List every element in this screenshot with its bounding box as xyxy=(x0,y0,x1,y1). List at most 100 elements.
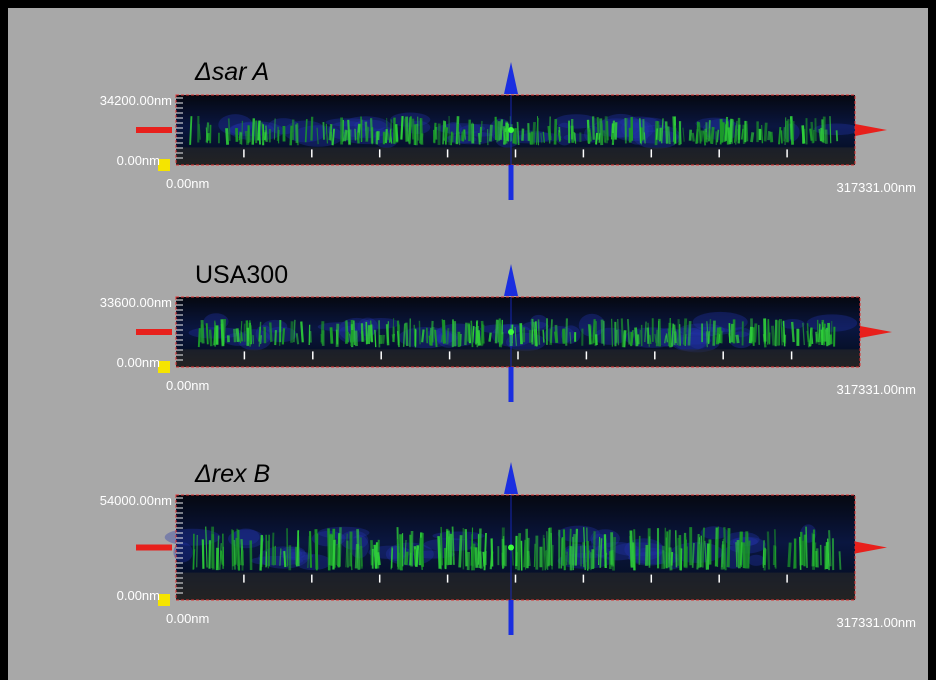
green-signal xyxy=(573,131,576,141)
green-signal xyxy=(597,536,601,566)
green-signal xyxy=(234,537,238,565)
green-signal xyxy=(806,330,810,343)
green-signal xyxy=(428,335,433,346)
green-signal xyxy=(310,116,314,141)
green-signal xyxy=(471,543,476,571)
green-signal xyxy=(225,128,230,145)
green-signal xyxy=(201,539,205,569)
green-signal xyxy=(442,120,445,145)
green-signal xyxy=(726,528,731,568)
green-signal xyxy=(395,124,399,142)
green-signal xyxy=(416,116,419,141)
green-signal xyxy=(477,132,481,145)
green-signal xyxy=(219,543,222,570)
green-signal xyxy=(235,328,240,343)
green-signal xyxy=(514,326,517,346)
green-signal xyxy=(723,527,727,571)
green-signal xyxy=(205,323,209,345)
green-signal xyxy=(257,120,261,141)
green-signal xyxy=(458,131,461,146)
green-signal xyxy=(537,319,541,345)
green-signal xyxy=(478,551,483,569)
green-signal xyxy=(387,132,390,140)
green-signal xyxy=(542,329,545,343)
x-max-label: 317331.00nm xyxy=(836,615,916,630)
green-signal xyxy=(497,121,501,141)
green-signal xyxy=(474,547,479,568)
green-signal xyxy=(595,132,598,145)
green-signal xyxy=(600,319,605,344)
green-signal xyxy=(293,319,296,343)
green-signal xyxy=(408,116,412,145)
green-signal xyxy=(737,124,741,144)
green-signal xyxy=(517,533,522,571)
x-max-label: 317331.00nm xyxy=(836,180,916,195)
green-signal xyxy=(720,122,725,143)
green-signal xyxy=(735,334,740,344)
green-signal xyxy=(261,122,264,143)
green-signal xyxy=(598,133,601,143)
green-signal xyxy=(622,330,627,348)
y-min-label: 0.00nm xyxy=(117,588,160,603)
green-signal xyxy=(389,119,393,143)
green-signal xyxy=(660,118,664,144)
green-signal xyxy=(531,121,536,145)
green-signal xyxy=(760,124,764,144)
green-signal xyxy=(673,125,676,146)
green-signal xyxy=(658,127,663,142)
green-signal xyxy=(335,544,339,566)
green-signal xyxy=(381,334,385,344)
green-signal xyxy=(405,322,409,347)
green-signal xyxy=(192,549,196,570)
blue-marker xyxy=(504,264,518,296)
green-signal xyxy=(828,530,832,567)
green-signal xyxy=(574,132,577,144)
green-signal xyxy=(781,326,784,342)
green-signal xyxy=(461,129,466,142)
green-signal xyxy=(547,125,552,141)
green-signal xyxy=(674,530,678,568)
green-signal xyxy=(419,118,424,145)
green-signal xyxy=(720,544,725,570)
green-signal xyxy=(335,329,339,345)
green-signal xyxy=(763,122,768,142)
green-signal xyxy=(710,126,715,145)
green-signal xyxy=(791,321,795,343)
green-signal xyxy=(316,127,319,145)
blue-signal xyxy=(325,118,369,127)
blue-signal xyxy=(285,551,314,561)
green-signal xyxy=(705,331,708,348)
green-signal xyxy=(540,132,543,144)
green-signal xyxy=(664,335,667,344)
green-signal xyxy=(483,532,487,571)
green-signal xyxy=(415,123,419,146)
green-signal xyxy=(545,550,548,568)
green-signal xyxy=(767,131,771,141)
green-signal xyxy=(354,544,359,569)
panel-title: Δsar A xyxy=(194,58,269,86)
green-signal xyxy=(277,126,280,144)
green-signal xyxy=(396,538,400,569)
green-signal xyxy=(634,327,639,347)
green-signal xyxy=(227,118,231,141)
green-signal xyxy=(624,117,627,144)
green-signal xyxy=(701,527,706,568)
green-signal xyxy=(244,130,249,145)
green-signal xyxy=(304,119,308,143)
green-signal xyxy=(646,327,650,344)
green-signal xyxy=(767,319,771,344)
green-signal xyxy=(708,120,711,142)
origin-marker xyxy=(158,159,170,171)
green-signal xyxy=(738,531,743,565)
green-signal xyxy=(283,551,287,568)
green-signal xyxy=(471,527,474,571)
green-signal xyxy=(458,535,463,568)
green-signal xyxy=(665,333,669,343)
green-signal xyxy=(421,329,425,343)
green-signal xyxy=(583,527,586,571)
green-signal xyxy=(606,120,609,141)
green-signal xyxy=(231,529,234,570)
green-signal xyxy=(645,544,649,566)
green-signal xyxy=(679,324,681,346)
green-signal xyxy=(196,535,198,568)
